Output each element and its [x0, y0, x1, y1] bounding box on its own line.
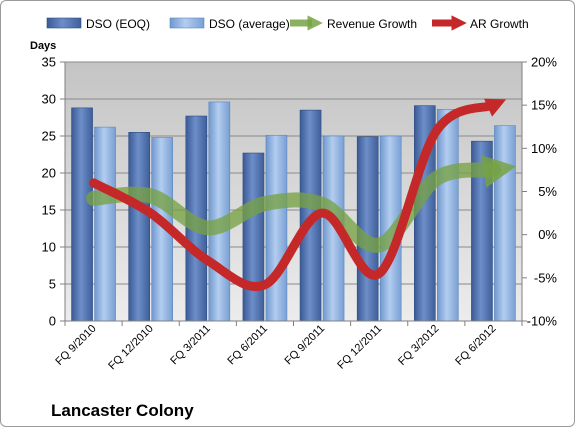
- left-tick-label: 35: [42, 55, 56, 70]
- category-label: FQ 6/2012: [453, 323, 498, 368]
- left-tick-label: 20: [42, 166, 56, 181]
- bar-dso-eoq: [242, 152, 265, 322]
- right-tick-label: -10%: [527, 314, 558, 329]
- category-label: FQ 3/2012: [396, 323, 441, 368]
- left-axis-title: Days: [30, 40, 56, 52]
- right-tick-label: 10%: [531, 141, 557, 156]
- category-label: FQ 6/2011: [225, 323, 270, 368]
- left-tick-label: 15: [42, 203, 56, 218]
- category-label: FQ 12/2010: [106, 323, 156, 373]
- right-tick-label: 20%: [531, 55, 557, 70]
- bar-dso-eoq: [128, 132, 150, 322]
- category-label: FQ 12/2011: [335, 323, 384, 372]
- category-axis-ticks: FQ 9/2010 FQ 12/2010 FQ 3/2011 FQ 6/2011 FQ …: [53, 321, 523, 373]
- legend-label-dso-average: DSO (average): [209, 17, 290, 31]
- legend-label-ar-growth: AR Growth: [470, 17, 529, 31]
- line-revenue-growth: [86, 155, 517, 253]
- chart-title: Lancaster Colony: [51, 401, 194, 420]
- line-ar-growth: [89, 98, 507, 291]
- bar-dso-average: [265, 134, 288, 322]
- bar-dso-eoq: [71, 107, 93, 322]
- legend-swatch-dso-eoq: [46, 17, 82, 29]
- category-label: FQ 9/2011: [283, 323, 328, 368]
- bar-dso-average: [208, 101, 231, 322]
- bar-dso-average: [94, 126, 116, 322]
- left-axis-ticks: 0 5 10 15 20 25 30 35: [42, 55, 65, 329]
- legend-label-dso-eoq: DSO (EOQ): [86, 17, 150, 31]
- bar-dso-average: [437, 109, 459, 322]
- growth-lines: [86, 98, 517, 291]
- left-tick-label: 5: [49, 277, 56, 292]
- left-tick-label: 0: [49, 314, 56, 329]
- category-label: FQ 9/2010: [53, 323, 98, 368]
- left-tick-label: 25: [42, 129, 56, 144]
- legend-label-revenue-growth: Revenue Growth: [327, 17, 417, 31]
- right-axis-ticks: -10% -5% 0% 5% 10% 15% 20%: [522, 55, 557, 329]
- right-tick-label: -5%: [534, 270, 558, 285]
- legend-swatch-dso-average: [169, 17, 205, 29]
- category-label: FQ 3/2011: [168, 323, 213, 368]
- right-tick-label: 15%: [531, 98, 557, 113]
- left-tick-label: 10: [42, 240, 56, 255]
- right-tick-label: 5%: [538, 184, 557, 199]
- left-tick-label: 30: [42, 92, 56, 107]
- legend: DSO (EOQ) DSO (average) Revenue Growth A…: [46, 15, 529, 31]
- bar-dso-average: [494, 125, 516, 322]
- right-tick-label: 0%: [538, 227, 557, 242]
